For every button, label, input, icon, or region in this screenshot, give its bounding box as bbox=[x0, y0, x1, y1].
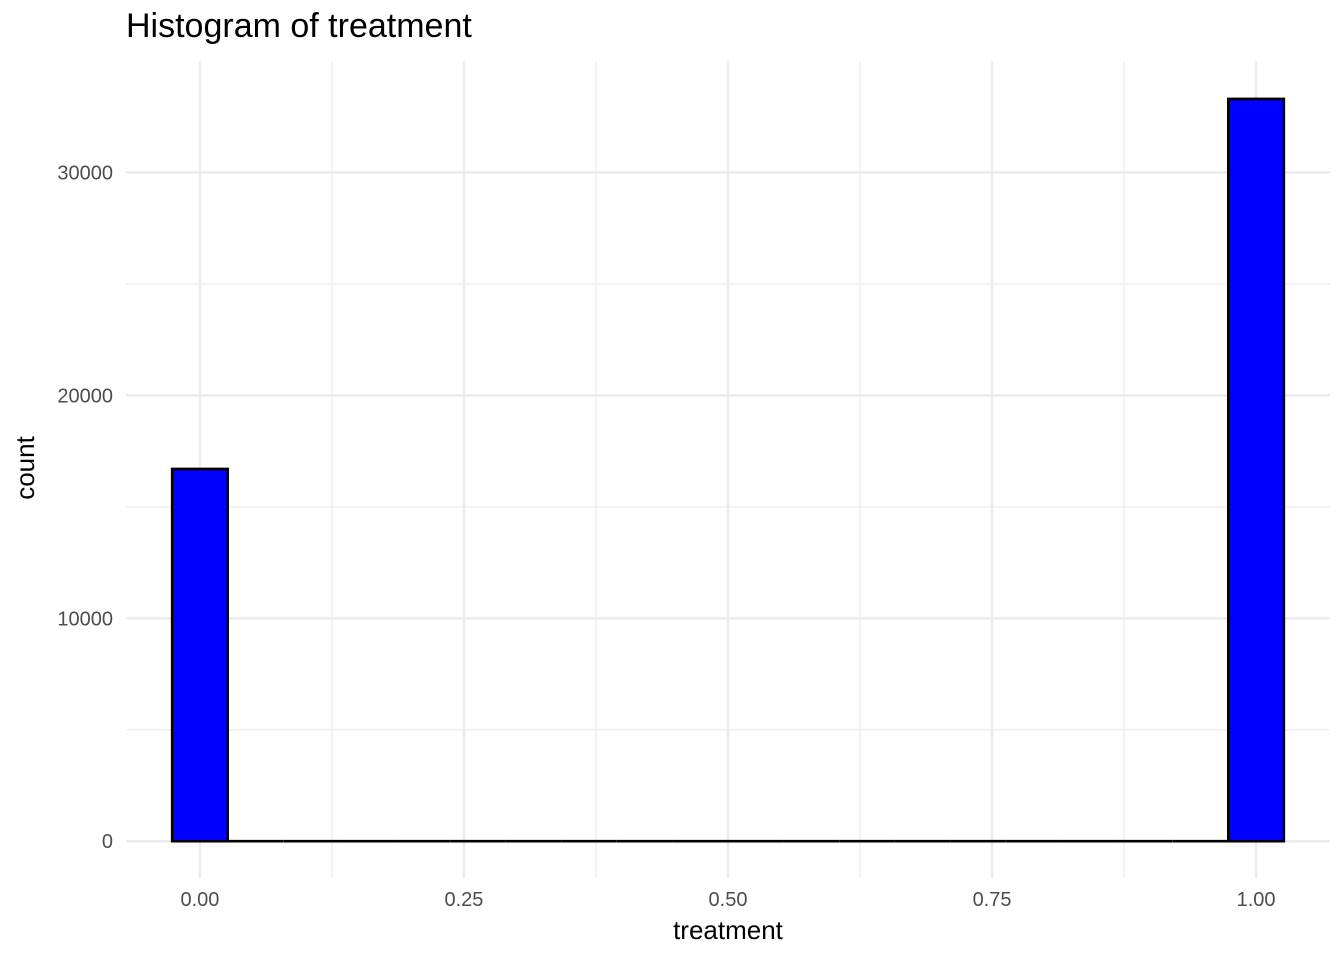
chart-title: Histogram of treatment bbox=[126, 7, 472, 45]
x-tick-label: 0.75 bbox=[973, 889, 1012, 911]
x-tick-label: 0.00 bbox=[180, 889, 219, 911]
x-tick-label: 0.25 bbox=[444, 889, 483, 911]
x-axis-ticks: 0.00 0.25 0.50 0.75 1.00 bbox=[180, 889, 1275, 911]
bars bbox=[170, 97, 1286, 843]
histogram-bar bbox=[170, 467, 230, 843]
grid bbox=[126, 61, 1330, 878]
y-tick-label: 10000 bbox=[57, 608, 113, 630]
histogram-bar bbox=[1226, 97, 1286, 843]
x-tick-label: 0.50 bbox=[709, 889, 748, 911]
y-tick-label: 30000 bbox=[57, 162, 113, 184]
y-axis-ticks: 0 10000 20000 30000 bbox=[57, 162, 113, 853]
x-axis-title: treatment bbox=[673, 915, 784, 945]
y-tick-label: 0 bbox=[102, 831, 113, 853]
x-tick-label: 1.00 bbox=[1237, 889, 1276, 911]
y-tick-label: 20000 bbox=[57, 385, 113, 407]
y-axis-title: count bbox=[10, 435, 40, 499]
